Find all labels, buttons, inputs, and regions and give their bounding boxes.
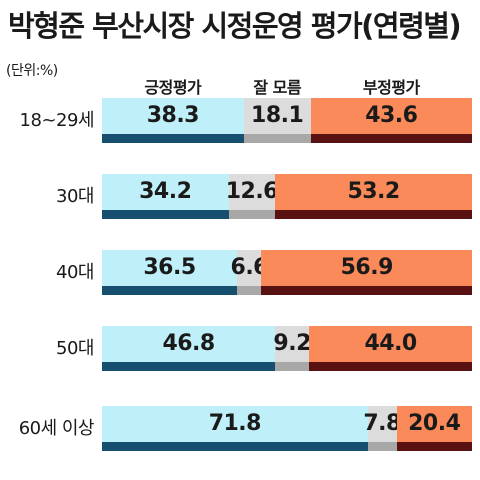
bar-negative [261, 250, 472, 295]
bar-neutral [243, 98, 311, 143]
value-label-negative: 53.2 [347, 179, 400, 204]
row-label: 18~29세 [19, 110, 95, 131]
bar-positive [102, 98, 244, 143]
chart-title: 박형준 부산시장 시정운영 평가(연령별) [8, 9, 462, 43]
bar-positive [102, 250, 238, 295]
row-label: 60세 이상 [18, 418, 95, 439]
bar-neutral [367, 406, 397, 451]
bar-positive [102, 326, 276, 371]
bar-neutral [237, 250, 262, 295]
legend-neutral: 잘 모름 [253, 78, 302, 97]
value-label-negative: 43.6 [365, 103, 418, 128]
value-label-negative: 56.9 [340, 255, 394, 280]
value-label-negative: 20.4 [408, 411, 461, 436]
value-label-negative: 44.0 [364, 331, 417, 356]
value-label-neutral: 18.1 [251, 103, 304, 128]
bar-negative [275, 174, 472, 219]
value-label-positive: 46.8 [162, 331, 215, 356]
bar-negative [310, 98, 472, 143]
row-label: 40대 [56, 262, 94, 283]
bar-negative [309, 326, 472, 371]
bar-negative [396, 406, 472, 451]
legend-positive: 긍정평가 [144, 78, 202, 97]
value-label-positive: 38.3 [146, 103, 200, 128]
bar-positive [102, 406, 368, 451]
value-label-neutral: 9.2 [273, 331, 311, 356]
row-label: 30대 [56, 186, 94, 207]
value-label-positive: 36.5 [143, 255, 196, 280]
value-label-positive: 34.2 [139, 179, 192, 204]
bar-neutral [275, 326, 310, 371]
bar-neutral [228, 174, 276, 219]
value-label-neutral: 12.6 [225, 179, 279, 204]
value-label-neutral: 7.8 [363, 411, 401, 436]
unit-label: (단위:%) [6, 63, 58, 79]
value-label-positive: 71.8 [208, 411, 262, 436]
legend-negative: 부정평가 [362, 78, 420, 97]
bar-positive [102, 174, 229, 219]
row-label: 50대 [56, 338, 94, 359]
